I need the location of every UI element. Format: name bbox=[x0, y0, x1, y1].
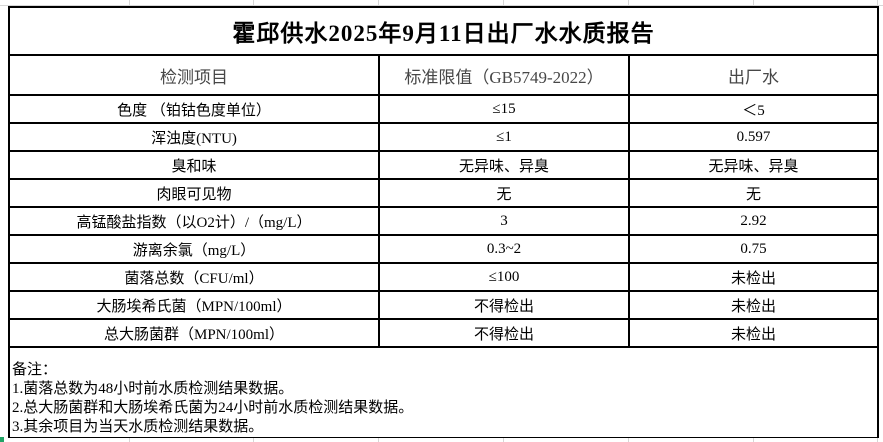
notes-row: 备注： 1.菌落总数为48小时前水质检测结果数据。 2.总大肠菌群和大肠埃希氏菌… bbox=[7, 346, 880, 439]
table-row: 肉眼可见物 无 无 bbox=[8, 178, 880, 208]
note-item-3: 3.其余项目为当天水质检测结果数据。 bbox=[12, 419, 264, 435]
column-header-value: 出厂水 bbox=[627, 54, 880, 96]
report-title: 霍邱供水2025年9月11日出厂水水质报告 bbox=[7, 6, 880, 56]
column-header-item: 检测项目 bbox=[8, 54, 380, 96]
sheet-gridlines-bottom bbox=[0, 438, 883, 442]
cell-item: 臭和味 bbox=[8, 150, 380, 180]
cell-value: 未检出 bbox=[627, 262, 880, 292]
cell-limit: 3 bbox=[378, 206, 630, 236]
cell-item: 大肠埃希氏菌（MPN/100ml） bbox=[8, 290, 380, 320]
cell-value: 未检出 bbox=[627, 318, 880, 348]
table-row: 大肠埃希氏菌（MPN/100ml） 不得检出 未检出 bbox=[8, 290, 880, 320]
cell-value: 0.75 bbox=[627, 234, 880, 264]
cell-limit: 无异味、异臭 bbox=[378, 150, 630, 180]
note-item-1: 1.菌落总数为48小时前水质检测结果数据。 bbox=[12, 381, 294, 397]
table-row: 浑浊度(NTU) ≤1 0.597 bbox=[8, 122, 880, 152]
cell-item: 总大肠菌群（MPN/100ml） bbox=[8, 318, 380, 348]
cell-limit: 不得检出 bbox=[378, 290, 630, 320]
cell-value: 无异味、异臭 bbox=[627, 150, 880, 180]
cell-limit: ≤100 bbox=[378, 262, 630, 292]
title-row: 霍邱供水2025年9月11日出厂水水质报告 bbox=[7, 6, 880, 56]
cell-value: 0.597 bbox=[627, 122, 880, 152]
selection-corner-mark bbox=[0, 437, 4, 442]
table-row: 臭和味 无异味、异臭 无异味、异臭 bbox=[8, 150, 880, 180]
cell-value: 未检出 bbox=[627, 290, 880, 320]
column-header-row: 检测项目 标准限值（GB5749-2022） 出厂水 bbox=[8, 54, 880, 96]
notes-cell: 备注： 1.菌落总数为48小时前水质检测结果数据。 2.总大肠菌群和大肠埃希氏菌… bbox=[7, 346, 880, 439]
cell-item: 游离余氯（mg/L） bbox=[8, 234, 380, 264]
cell-item: 高锰酸盐指数（以O2计）/（mg/L） bbox=[8, 206, 380, 236]
table-row: 高锰酸盐指数（以O2计）/（mg/L） 3 2.92 bbox=[8, 206, 880, 236]
cell-item: 菌落总数（CFU/ml） bbox=[8, 262, 380, 292]
table-row: 色度 （铂钴色度单位） ≤15 ＜5 bbox=[8, 94, 880, 124]
cell-item: 色度 （铂钴色度单位） bbox=[8, 94, 380, 124]
table-row: 游离余氯（mg/L） 0.3~2 0.75 bbox=[8, 234, 880, 264]
column-header-limit: 标准限值（GB5749-2022） bbox=[378, 54, 630, 96]
cell-limit: 无 bbox=[378, 178, 630, 208]
cell-limit: 不得检出 bbox=[378, 318, 630, 348]
cell-item: 肉眼可见物 bbox=[8, 178, 380, 208]
water-quality-report-table: 霍邱供水2025年9月11日出厂水水质报告 检测项目 标准限值（GB5749-2… bbox=[7, 6, 880, 439]
table-row: 菌落总数（CFU/ml） ≤100 未检出 bbox=[8, 262, 880, 292]
cell-value: ＜5 bbox=[627, 94, 880, 124]
note-item-2: 2.总大肠菌群和大肠埃希氏菌为24小时前水质检测结果数据。 bbox=[12, 400, 414, 416]
sheet-gridlines-top bbox=[0, 0, 883, 6]
cell-limit: ≤1 bbox=[378, 122, 630, 152]
table-row: 总大肠菌群（MPN/100ml） 不得检出 未检出 bbox=[8, 318, 880, 348]
notes-label: 备注： bbox=[12, 362, 58, 378]
cell-limit: 0.3~2 bbox=[378, 234, 630, 264]
cell-value: 2.92 bbox=[627, 206, 880, 236]
cell-limit: ≤15 bbox=[378, 94, 630, 124]
cell-item: 浑浊度(NTU) bbox=[8, 122, 380, 152]
cell-value: 无 bbox=[627, 178, 880, 208]
